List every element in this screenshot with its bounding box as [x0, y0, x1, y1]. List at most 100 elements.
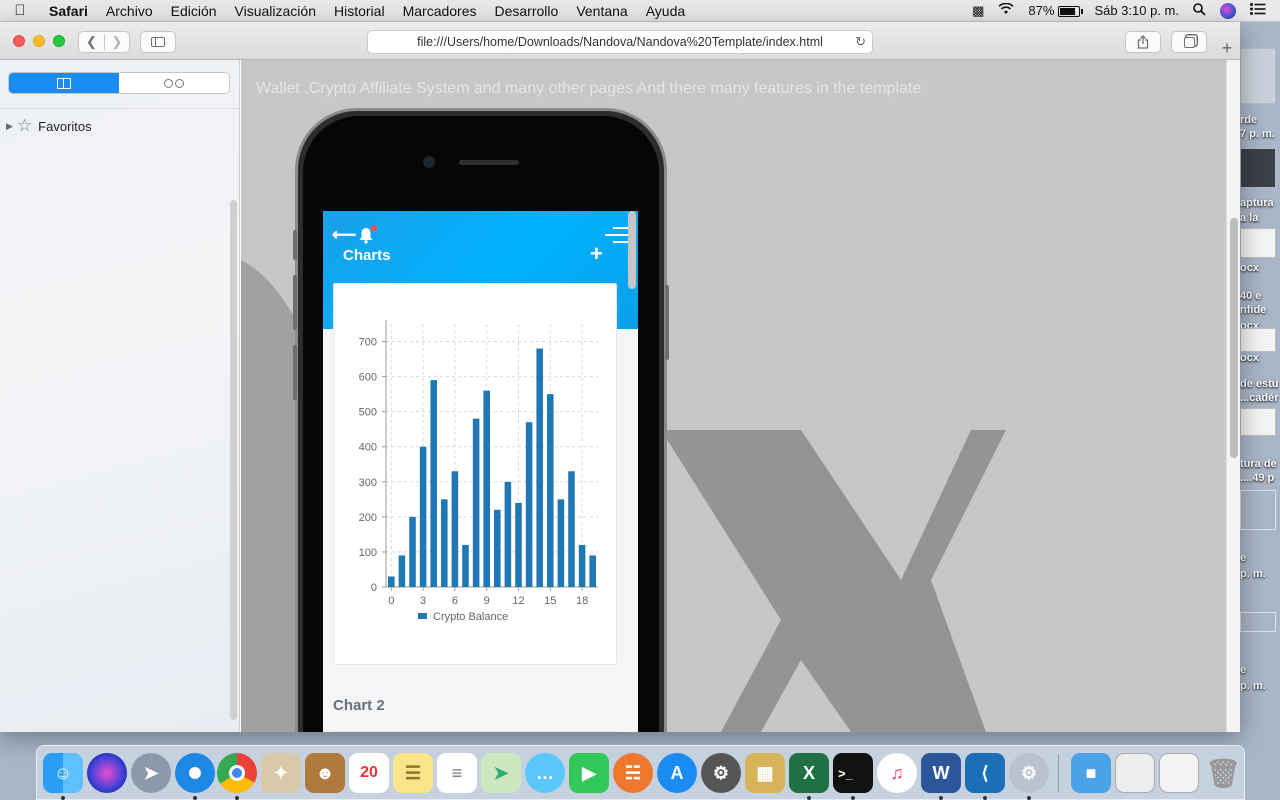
desktop-label[interactable]: ocx [1240, 352, 1259, 364]
desktop-label[interactable]: ocx [1240, 262, 1259, 274]
address-bar[interactable]: file:///Users/home/Downloads/Nandova/Nan… [367, 30, 873, 54]
screen-scrollbar[interactable] [628, 211, 636, 289]
desktop-file-thumbnail[interactable] [1240, 48, 1276, 104]
star-icon: ☆ [16, 116, 33, 135]
show-all-tabs-button[interactable] [1171, 31, 1207, 53]
documents-stack-icon[interactable] [1159, 753, 1199, 793]
menu-archivo[interactable]: Archivo [105, 2, 153, 19]
books-icon[interactable]: ☵ [613, 753, 653, 793]
menu-visualizacion[interactable]: Visualización [234, 2, 316, 19]
contacts-icon[interactable]: ☻ [305, 753, 345, 793]
menu-desarrollo[interactable]: Desarrollo [494, 2, 559, 19]
folder-icon[interactable]: ■ [1071, 753, 1111, 793]
desktop-label[interactable]: ...cadér [1240, 392, 1279, 404]
word-icon[interactable]: W [921, 753, 961, 793]
desktop-file-thumbnail[interactable] [1240, 328, 1276, 352]
page-scrollbar-thumb[interactable] [1230, 218, 1238, 458]
siri-icon[interactable] [1220, 2, 1236, 19]
facetime-icon[interactable]: ▶ [569, 753, 609, 793]
desktop-file-thumbnail[interactable] [1240, 228, 1276, 258]
menu-safari[interactable]: Safari [49, 2, 88, 19]
menu-ventana[interactable]: Ventana [576, 2, 628, 19]
downloads-stack-icon[interactable] [1115, 753, 1155, 793]
vscode-icon[interactable]: ⟨ [965, 753, 1005, 793]
settings-cog-icon[interactable]: ⚙ [1009, 753, 1049, 793]
finder-icon[interactable]: ☺ [43, 753, 83, 793]
reload-icon[interactable]: ↻ [855, 34, 866, 49]
hamburger-menu-icon[interactable] [605, 227, 631, 248]
desktop-label[interactable]: de estu [1240, 378, 1279, 390]
terminal-icon[interactable]: >_ [833, 753, 873, 793]
messages-icon[interactable]: … [525, 753, 565, 793]
disclosure-triangle-icon[interactable]: ▶ [6, 120, 13, 131]
web-content: Wallet ,Crypto Affiliate System and many… [241, 60, 1226, 732]
window-zoom-button[interactable] [53, 35, 65, 47]
desktop-label[interactable]: tura de [1240, 458, 1277, 470]
desktop-label[interactable]: aptura [1240, 197, 1274, 209]
y-tick-label: 0 [371, 582, 377, 594]
desktop-label[interactable]: e [1240, 664, 1247, 676]
sidebar-item-favoritos[interactable]: ▶ ☆ Favoritos [6, 116, 92, 136]
bar [525, 422, 533, 587]
desktop-label[interactable]: a la [1240, 212, 1259, 224]
window-close-button[interactable] [13, 35, 25, 47]
new-tab-icon[interactable]: + [1221, 38, 1233, 58]
tab-bookmarks[interactable] [9, 73, 119, 93]
archive-utility-icon[interactable]: ▦ [745, 753, 785, 793]
apple-menu-icon[interactable]:  [0, 2, 40, 19]
notes-icon[interactable]: ☰ [393, 753, 433, 793]
menu-historial[interactable]: Historial [334, 2, 385, 19]
window-minimize-button[interactable] [33, 35, 45, 47]
desktop-label[interactable]: e [1240, 552, 1247, 564]
notification-badge [371, 225, 377, 231]
menu-marcadores[interactable]: Marcadores [402, 2, 477, 19]
bell-icon[interactable] [357, 226, 375, 244]
bar [578, 544, 586, 587]
desktop-label[interactable]: rde [1240, 114, 1258, 126]
share-button[interactable] [1125, 31, 1161, 53]
menu-edicion[interactable]: Edición [170, 2, 217, 19]
wifi-icon[interactable] [998, 2, 1014, 18]
clock[interactable]: Sáb 3:10 p. m. [1094, 3, 1179, 18]
notification-center-icon[interactable] [1250, 3, 1266, 18]
desktop-file-thumbnail[interactable] [1240, 490, 1276, 530]
system-preferences-gear-icon[interactable]: ⚙ [701, 753, 741, 793]
desktop-label[interactable]: 7 p. m. [1240, 128, 1275, 140]
desktop-label[interactable]: p. m. [1240, 568, 1266, 580]
trash-icon[interactable]: 🗑 [1205, 757, 1241, 789]
back-button[interactable]: ❮ [86, 34, 97, 49]
safari-compass-icon[interactable] [175, 753, 215, 793]
siri-app-icon[interactable] [87, 753, 127, 793]
desktop-file-thumbnail[interactable] [1240, 612, 1276, 632]
back-arrow-icon[interactable]: ⟵ [332, 225, 357, 244]
sidebar-toggle-button[interactable] [140, 31, 176, 53]
tab-reading-list[interactable] [119, 73, 229, 93]
browser-toolbar: ❮ ❯ file:///Users/home/Downloads/Nandova/… [0, 22, 1240, 60]
music-icon[interactable]: ♫ [877, 753, 917, 793]
add-icon[interactable]: + [590, 241, 603, 266]
spotlight-search-icon[interactable] [1193, 2, 1206, 19]
forward-button[interactable]: ❯ [103, 34, 129, 50]
chrome-icon[interactable] [217, 753, 257, 793]
desktop-label[interactable]: 40 e [1240, 290, 1262, 302]
reminders-icon[interactable]: ≡ [437, 753, 477, 793]
battery-status[interactable]: 87% [1028, 3, 1084, 18]
menu-ayuda[interactable]: Ayuda [645, 2, 686, 19]
desktop-file-thumbnail[interactable] [1240, 148, 1276, 188]
desktop-file-thumbnail[interactable] [1240, 408, 1276, 436]
keyboard-input-icon[interactable]: ▩ [972, 2, 985, 18]
sidebar-scrollbar[interactable] [230, 200, 237, 720]
calendar-icon[interactable]: 20 [349, 753, 389, 793]
bookmarks-sidebar: ▶ ☆ Favoritos [0, 60, 240, 732]
maps-icon[interactable]: ➤ [481, 753, 521, 793]
y-tick-label: 600 [359, 372, 377, 384]
desktop-label[interactable]: ....49 p [1240, 472, 1275, 484]
desktop-label[interactable]: nfide [1240, 304, 1267, 316]
desktop-label[interactable]: p. m. [1240, 680, 1266, 692]
page-scrollbar[interactable] [1226, 60, 1240, 732]
excel-icon[interactable]: X [789, 753, 829, 793]
preview-eagle-icon[interactable]: ✦ [261, 753, 301, 793]
navigation-buttons: ❮ ❯ [78, 31, 130, 53]
launchpad-rocket-icon[interactable]: ➤ [131, 753, 171, 793]
app-store-icon[interactable]: A [657, 753, 697, 793]
